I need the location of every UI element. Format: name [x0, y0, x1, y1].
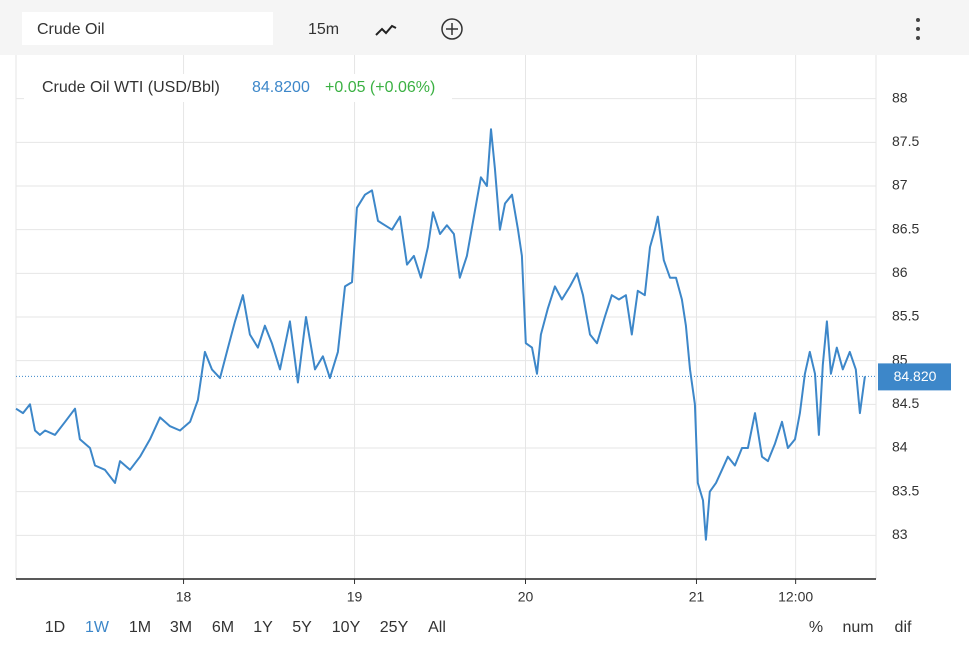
y-tick-label: 87	[892, 177, 908, 193]
legend-box	[24, 74, 452, 102]
y-tick-label: 84.5	[892, 395, 919, 411]
add-icon-plus	[446, 23, 458, 35]
range-button[interactable]: 25Y	[380, 619, 409, 636]
symbol-input[interactable]	[22, 12, 273, 45]
price-line	[15, 128, 866, 541]
x-tick-label: 12:00	[778, 589, 813, 605]
range-button[interactable]: 1M	[129, 619, 151, 636]
change: +0.05 (+0.06%)	[325, 79, 435, 96]
interval-button[interactable]: 15m	[308, 21, 339, 38]
mode-button[interactable]: %	[809, 619, 823, 636]
y-tick-label: 86.5	[892, 220, 919, 236]
range-button[interactable]: 1W	[85, 619, 110, 636]
mode-button[interactable]: dif	[895, 619, 912, 636]
range-button[interactable]: 10Y	[332, 619, 361, 636]
last-price-label: 84.820	[894, 368, 937, 384]
y-tick-label: 83.5	[892, 482, 919, 498]
plot	[15, 55, 877, 584]
y-tick-label: 86	[892, 264, 908, 280]
x-tick-label: 18	[176, 589, 192, 605]
chart-type-icon[interactable]	[375, 24, 397, 36]
range-button[interactable]: 6M	[212, 619, 234, 636]
x-tick-label: 19	[347, 589, 363, 605]
menu-icon[interactable]	[916, 18, 920, 40]
mode-button[interactable]: num	[842, 619, 873, 636]
symbol-text: Crude Oil	[37, 21, 105, 38]
price: 84.8200	[252, 79, 310, 96]
y-tick-label: 84	[892, 439, 908, 455]
y-tick-label: 85.5	[892, 308, 919, 324]
series-name: Crude Oil WTI (USD/Bbl)	[42, 79, 220, 96]
range-button[interactable]: 1D	[45, 619, 65, 636]
range-button[interactable]: All	[428, 619, 446, 636]
y-tick-label: 87.5	[892, 133, 919, 149]
range-button[interactable]: 1Y	[253, 619, 273, 636]
range-button[interactable]: 5Y	[292, 619, 312, 636]
y-tick-label: 88	[892, 89, 908, 105]
last-price-box	[878, 363, 951, 391]
range-button[interactable]: 3M	[170, 619, 192, 636]
add-icon[interactable]	[441, 18, 463, 40]
x-tick-label: 20	[518, 589, 534, 605]
x-tick-label: 21	[689, 589, 705, 605]
y-tick-label: 85	[892, 351, 908, 367]
y-tick-label: 83	[892, 526, 908, 542]
